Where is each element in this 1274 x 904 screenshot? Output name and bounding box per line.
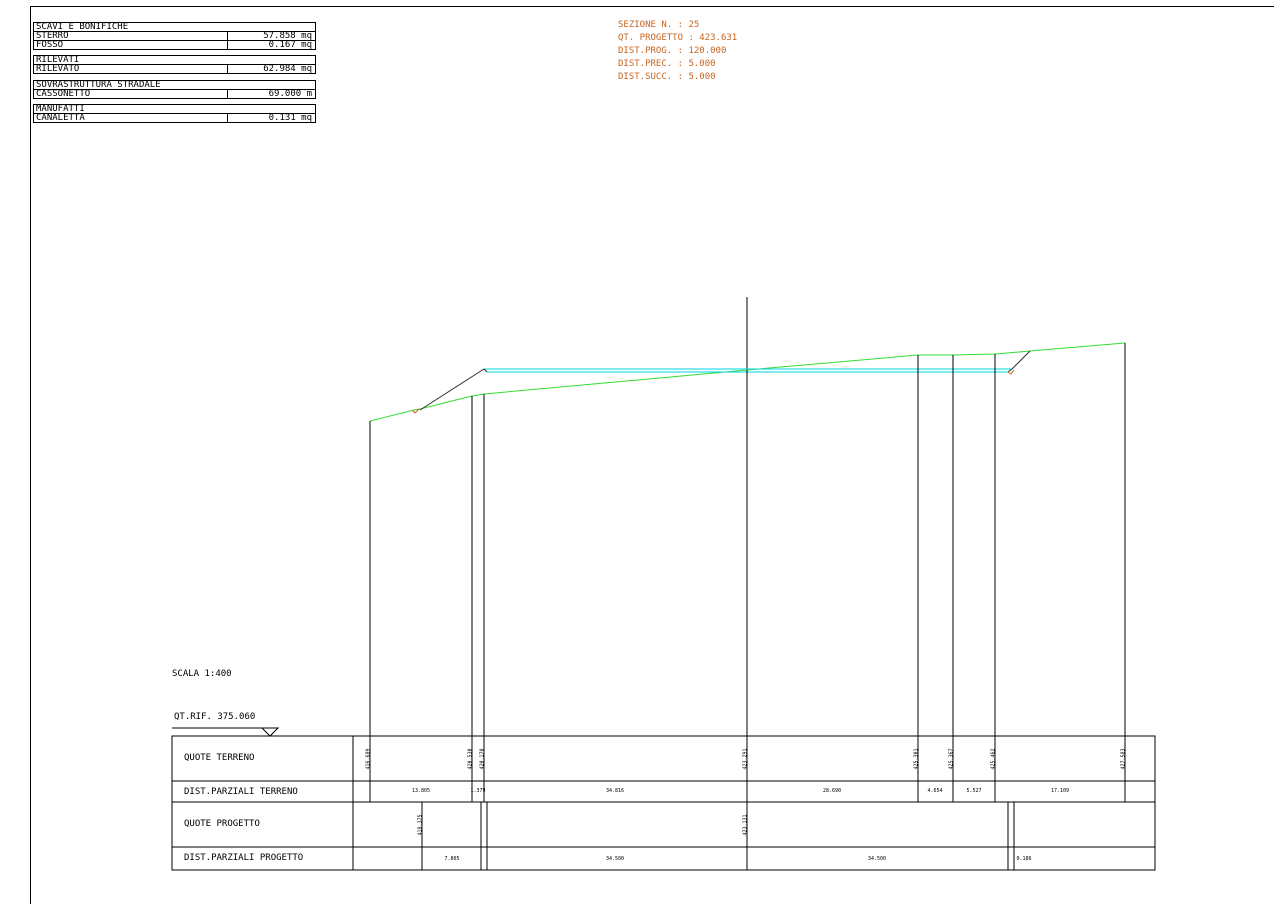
dist-terreno-value: 5.527 bbox=[966, 788, 982, 794]
dist-terreno-value: 17.109 bbox=[1050, 788, 1070, 794]
sterro-value: 57.858 mq bbox=[263, 31, 312, 41]
quote-terreno-value: 425.367 bbox=[948, 748, 955, 770]
left-slope bbox=[419, 368, 485, 411]
sezione-text: SEZIONE N. : 25 bbox=[618, 20, 700, 30]
dist-prog-text: DIST.PROG. : 120.000 bbox=[618, 46, 727, 56]
quote-terreno-value: 420.530 bbox=[467, 748, 474, 770]
dist-terreno-value: 1.379 bbox=[470, 788, 486, 794]
frame-left-border bbox=[30, 6, 31, 904]
quote-terreno-value: 420.170 bbox=[479, 748, 486, 770]
summary-rilevati: RILEVATI RILEVATO 62.984 mq bbox=[33, 55, 316, 74]
right-slope bbox=[1011, 350, 1031, 370]
summary-scavi: SCAVI E BONIFICHE STERRO 57.858 mq FOSSO 0… bbox=[33, 22, 316, 50]
dist-progetto-label: DIST.PARZIALI PROGETTO bbox=[184, 853, 304, 863]
dist-progetto-value: 0.186 bbox=[1016, 856, 1032, 862]
dist-progetto-value: 34.500 bbox=[605, 856, 625, 862]
reference-quote-label: QT.RIF. 375.060 bbox=[174, 712, 256, 722]
sterro-label: STERRO bbox=[36, 31, 69, 41]
rilevato-label: RILEVATO bbox=[36, 64, 80, 74]
dist-terreno-value: 4.654 bbox=[927, 788, 943, 794]
qt-progetto-text: QT. PROGETTO : 423.631 bbox=[618, 33, 738, 43]
cassonetto-value: 69.000 m bbox=[268, 89, 312, 99]
left-ditch bbox=[411, 408, 420, 414]
fosso-label: FOSSO bbox=[36, 40, 64, 50]
cassonetto-label: CASSONETTO bbox=[36, 89, 91, 99]
manufatti-title: MANUFATTI bbox=[36, 104, 85, 114]
dist-prec-text: DIST.PREC. : 5.000 bbox=[618, 59, 716, 69]
canaletta-label: CANALETTA bbox=[36, 113, 85, 123]
data-table-grid bbox=[171, 735, 1156, 871]
canaletta-value: 0.131 mq bbox=[268, 113, 312, 123]
terrain-verticals bbox=[369, 343, 1126, 802]
right-ditch bbox=[1007, 369, 1015, 375]
dist-terreno-value: 28.690 bbox=[822, 788, 842, 794]
rilevato-value: 62.984 mq bbox=[263, 64, 312, 74]
dist-terreno-label: DIST.PARZIALI TERRENO bbox=[184, 787, 298, 797]
quote-terreno-value: 416.689 bbox=[365, 748, 372, 770]
quote-terreno-value: 425.301 bbox=[913, 748, 920, 770]
quote-progetto-value: 418.375 bbox=[417, 814, 424, 836]
quote-terreno-value: 423.291 bbox=[742, 748, 749, 770]
frame-top-border bbox=[30, 6, 1274, 7]
scavi-title: SCAVI E BONIFICHE bbox=[36, 22, 129, 32]
dist-progetto-value: 7.805 bbox=[444, 856, 460, 862]
fosso-value: 0.167 mq bbox=[268, 40, 312, 50]
quote-progetto-label: QUOTE PROGETTO bbox=[184, 819, 260, 829]
dist-progetto-value: 34.500 bbox=[867, 856, 887, 862]
scale-label: SCALA 1:400 bbox=[172, 669, 232, 679]
quote-terreno-value: 427.583 bbox=[1120, 748, 1127, 770]
sovrastruttura-title: SOVRASTRUTTURA STRADALE bbox=[36, 80, 161, 90]
quote-terreno-label: QUOTE TERRENO bbox=[184, 753, 255, 763]
dist-terreno-value: 34.816 bbox=[605, 788, 625, 794]
section-info: SEZIONE N. : 25 QT. PROGETTO : 423.631 DIS… bbox=[618, 19, 737, 84]
quote-terreno-value: 425.462 bbox=[990, 748, 997, 770]
summary-sovrastruttura: SOVRASTRUTTURA STRADALE CASSONETTO 69.000… bbox=[33, 80, 316, 99]
quote-progetto-value: 423.131 bbox=[742, 814, 749, 836]
dist-succ-text: DIST.SUCC. : 5.000 bbox=[618, 72, 716, 82]
summary-manufatti: MANUFATTI CANALETTA 0.131 mq bbox=[33, 104, 316, 123]
reference-triangle-icon bbox=[260, 727, 280, 737]
dist-terreno-value: 13.805 bbox=[411, 788, 431, 794]
rilevati-title: RILEVATI bbox=[36, 55, 80, 65]
